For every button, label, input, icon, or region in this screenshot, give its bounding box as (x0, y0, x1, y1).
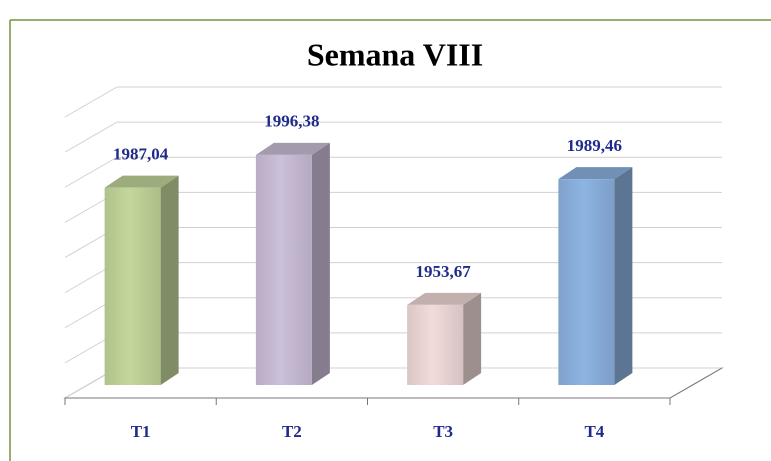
bar-front (558, 179, 615, 385)
bar-front (104, 187, 161, 385)
x-tick-label: T3 (433, 422, 453, 441)
bar-top (407, 292, 482, 305)
bar-top (558, 167, 633, 180)
data-label: 1996,38 (264, 112, 319, 131)
data-label: 1953,67 (416, 262, 472, 281)
bar (558, 167, 633, 385)
bar-side (311, 142, 330, 385)
grid-line-wall (64, 156, 118, 188)
bar-front (255, 154, 312, 385)
bar-top (255, 142, 330, 155)
data-label: 1989,46 (567, 136, 622, 155)
bar (104, 175, 179, 385)
data-label: 1987,04 (113, 145, 169, 164)
bar-front (407, 304, 464, 385)
x-tick-label: T2 (282, 422, 302, 441)
x-tick-label: T1 (131, 422, 151, 441)
chart-title: Semana VIII (307, 36, 483, 72)
bar-top (104, 175, 179, 188)
bar-side (614, 167, 633, 385)
x-tick-label: T4 (584, 422, 604, 441)
x-axis-depth (669, 367, 723, 399)
grid-line-wall (64, 86, 118, 118)
bar-side (463, 292, 482, 385)
bar (255, 142, 330, 385)
grid-line-wall (64, 121, 118, 153)
bar-side (160, 175, 179, 385)
bar (407, 292, 482, 385)
